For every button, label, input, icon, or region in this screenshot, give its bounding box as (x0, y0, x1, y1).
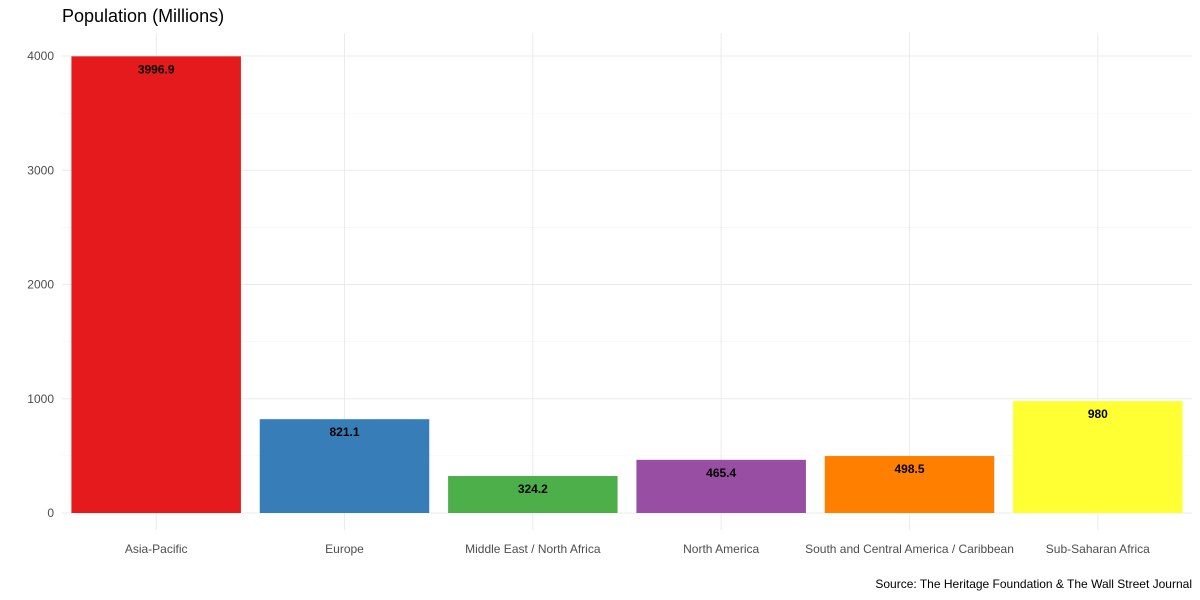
bar-value-label: 498.5 (894, 462, 924, 476)
bar-value-label: 324.2 (518, 482, 548, 496)
y-tick-label: 3000 (27, 163, 54, 177)
x-tick-label: Europe (325, 542, 364, 556)
y-tick-label: 0 (47, 506, 54, 520)
y-tick-label: 2000 (27, 278, 54, 292)
bar-value-label: 821.1 (329, 425, 359, 439)
bar (636, 459, 806, 513)
x-tick-label: Asia-Pacific (125, 542, 188, 556)
chart-caption: Source: The Heritage Foundation & The Wa… (875, 577, 1192, 591)
bar-value-label: 980 (1088, 407, 1108, 421)
bar (824, 456, 995, 513)
x-tick-label: South and Central America / Caribbean (805, 542, 1014, 556)
y-tick-label: 4000 (27, 49, 54, 63)
x-tick-label: Middle East / North Africa (465, 542, 601, 556)
x-tick-label: Sub-Saharan Africa (1046, 542, 1150, 556)
bar-value-label: 465.4 (706, 466, 736, 480)
x-tick-label: North America (683, 542, 759, 556)
bar (259, 419, 430, 513)
bar (71, 56, 241, 513)
chart-title: Population (Millions) (62, 6, 225, 26)
bar (1013, 401, 1183, 513)
y-tick-label: 1000 (27, 392, 54, 406)
bar-value-label: 3996.9 (138, 62, 175, 76)
bar (448, 475, 618, 513)
